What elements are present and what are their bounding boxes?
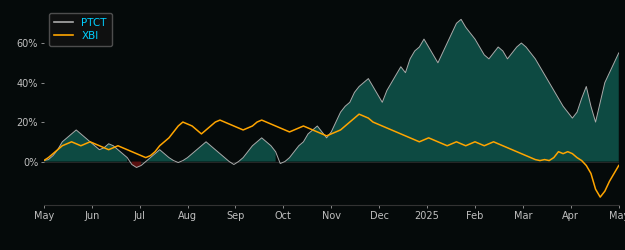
Legend: PTCT, XBI: PTCT, XBI bbox=[49, 13, 112, 46]
